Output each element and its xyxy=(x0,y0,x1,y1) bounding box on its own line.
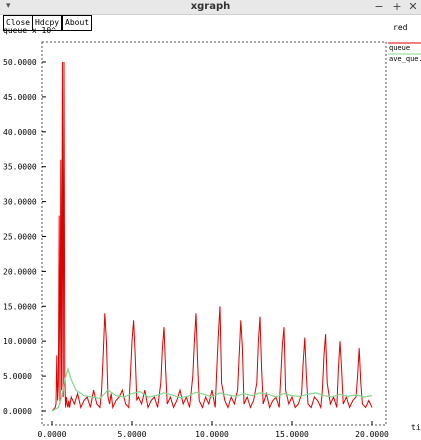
x-tick-label: 5.0000 xyxy=(118,430,147,439)
close-button[interactable]: Close xyxy=(3,15,34,31)
legend-label: queue xyxy=(389,44,410,52)
window-menu-icon[interactable]: ▾ xyxy=(6,1,11,11)
y-tick-label: 40.0000 xyxy=(3,128,37,137)
y-tick-label: 20.0000 xyxy=(3,267,37,276)
plot-frame xyxy=(41,41,387,426)
x-tick-label: 0.0000 xyxy=(38,430,67,439)
x-axis-label: tim xyxy=(411,423,421,432)
title-bar[interactable]: ▾ xgraph − + ✕ xyxy=(0,0,421,15)
series-line-ave-queue xyxy=(51,367,373,412)
minimize-icon[interactable]: − xyxy=(374,0,384,13)
x-tick-label: 15.0000 xyxy=(275,430,309,439)
y-tick-label: 5.0000 xyxy=(3,372,32,381)
chart-title: red xyxy=(393,23,408,32)
series-line-queue xyxy=(51,61,373,412)
y-tick-label: 25.0000 xyxy=(3,233,37,242)
legend-label: ave_que... xyxy=(389,55,421,63)
x-tick-label: 10.0000 xyxy=(195,430,229,439)
y-tick-label: 10.0000 xyxy=(3,337,37,346)
y-tick-label: 15.0000 xyxy=(3,302,37,311)
y-tick-label: 35.0000 xyxy=(3,163,37,172)
x-tick-label: 20.0000 xyxy=(355,430,389,439)
maximize-icon[interactable]: + xyxy=(392,0,402,13)
y-axis-label: queue x 10^ xyxy=(3,26,56,35)
y-tick-label: 30.0000 xyxy=(3,198,37,207)
window-title: xgraph xyxy=(190,1,231,12)
y-tick-label: 0.0000 xyxy=(3,407,32,416)
close-window-icon[interactable]: ✕ xyxy=(408,0,418,13)
about-button[interactable]: About xyxy=(62,15,93,31)
y-tick-label: 45.0000 xyxy=(3,93,37,102)
y-tick-label: 50.0000 xyxy=(3,58,37,67)
hdcpy-button[interactable]: Hdcpy xyxy=(32,15,63,31)
